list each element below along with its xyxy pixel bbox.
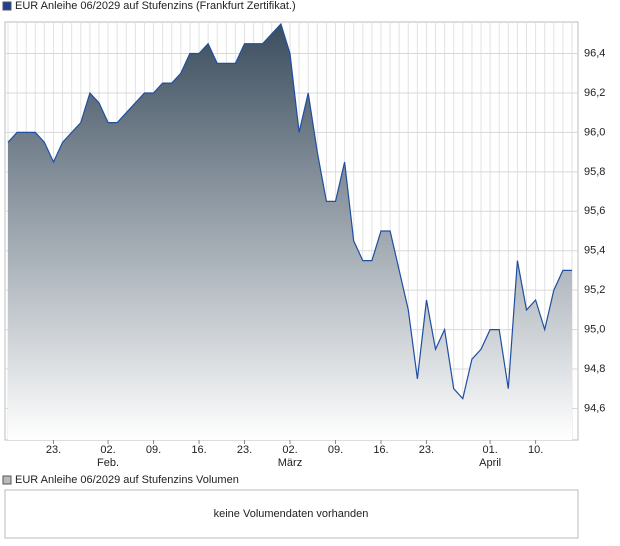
x-tick-label: 16. — [373, 444, 388, 456]
y-tick-label: 95,0 — [584, 323, 605, 335]
x-tick-label: 23. — [46, 444, 61, 456]
x-tick-label: 02. — [100, 444, 115, 456]
x-tick-label: 01. — [482, 444, 497, 456]
y-tick-label: 95,2 — [584, 284, 605, 296]
x-tick-label: 10. — [528, 444, 543, 456]
x-tick-label: 09. — [328, 444, 343, 456]
volume-frame — [4, 489, 579, 539]
x-tick-label: 23. — [237, 444, 252, 456]
y-tick-label: 95,6 — [584, 205, 605, 217]
x-month-label: Feb. — [97, 457, 119, 469]
y-tick-label: 96,4 — [584, 47, 605, 59]
y-tick-label: 95,4 — [584, 245, 605, 257]
volume-message: keine Volumendaten vorhanden — [214, 508, 369, 520]
y-tick-label: 95,8 — [584, 166, 605, 178]
area — [8, 24, 572, 440]
y-tick-label: 94,8 — [584, 363, 605, 375]
x-tick-label: 09. — [146, 444, 161, 456]
line — [7, 22, 572, 400]
x-tick-label: 23. — [419, 444, 434, 456]
x-tick-label: 16. — [191, 444, 206, 456]
x-month-label: März — [278, 457, 302, 469]
x-tick-label: 02. — [282, 444, 297, 456]
y-tick-label: 94,6 — [584, 402, 605, 414]
y-tick-label: 96,2 — [584, 87, 605, 99]
legend-swatch — [2, 475, 12, 485]
volume-title: EUR Anleihe 06/2029 auf Stufenzins Volum… — [15, 474, 239, 486]
x-month-label: April — [479, 457, 501, 469]
chart-title: EUR Anleihe 06/2029 auf Stufenzins (Fran… — [15, 0, 296, 12]
legend-swatch — [2, 1, 12, 11]
y-tick-label: 96,0 — [584, 126, 605, 138]
